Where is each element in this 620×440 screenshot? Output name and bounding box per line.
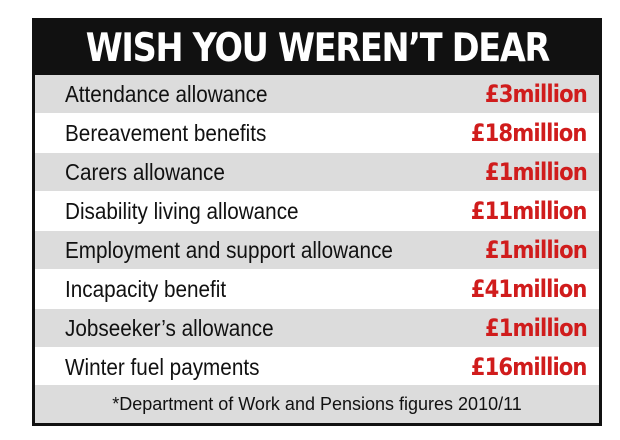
table-row: Employment and support allowance £1milli… [35, 231, 599, 270]
row-label: Employment and support allowance [65, 236, 393, 263]
row-label: Disability living allowance [65, 197, 299, 224]
row-label: Jobseeker’s allowance [65, 314, 274, 341]
table-footnote: *Department of Work and Pensions figures… [35, 385, 599, 423]
row-label: Winter fuel payments [65, 353, 260, 380]
row-value: £1million [485, 158, 588, 186]
table-row: Jobseeker’s allowance £1million [35, 309, 599, 348]
row-label: Bereavement benefits [65, 119, 267, 146]
table-title: WISH YOU WEREN’T DEAR [85, 25, 550, 71]
row-value: £41million [471, 275, 588, 303]
table-rows: Attendance allowance £3million Bereaveme… [35, 75, 599, 387]
row-value: £1million [485, 236, 588, 264]
row-value: £11million [471, 197, 588, 225]
row-value: £3million [485, 80, 588, 108]
row-value: £1million [485, 314, 588, 342]
table-row: Bereavement benefits £18million [35, 114, 599, 153]
table-row: Disability living allowance £11million [35, 192, 599, 231]
table-title-bar: WISH YOU WEREN’T DEAR [35, 21, 599, 75]
row-label: Incapacity benefit [65, 275, 227, 302]
table-row: Attendance allowance £3million [35, 75, 599, 114]
row-value: £16million [471, 353, 588, 381]
table-panel: WISH YOU WEREN’T DEAR Attendance allowan… [32, 18, 602, 426]
row-value: £18million [471, 119, 588, 147]
table-row: Incapacity benefit £41million [35, 270, 599, 309]
table-row: Winter fuel payments £16million [35, 348, 599, 387]
row-label: Carers allowance [65, 158, 225, 185]
row-label: Attendance allowance [65, 80, 268, 107]
table-row: Carers allowance £1million [35, 153, 599, 192]
